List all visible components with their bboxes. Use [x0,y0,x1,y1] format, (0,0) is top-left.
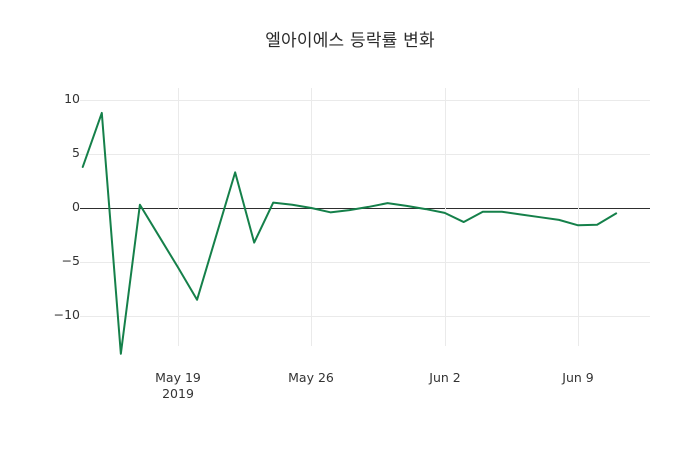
x-axis-tick-label: Jun 2 [385,370,505,386]
y-axis-tick-label: 5 [72,145,80,160]
y-axis-tick-label: −10 [53,307,80,322]
gridline-horizontal [80,100,650,101]
gridline-vertical [578,88,579,346]
gridline-vertical [445,88,446,346]
gridline-vertical [311,88,312,346]
x-axis-tick-label-year: 2019 [162,386,194,401]
x-axis-tick-label: May 26 [251,370,371,386]
y-axis-tick-label: 0 [72,199,80,214]
y-axis-tick-label: −5 [61,253,80,268]
gridline-horizontal [80,316,650,317]
x-axis-tick-label-main: Jun 2 [429,370,461,385]
chart-title: 엘아이에스 등락률 변화 [265,31,435,51]
plot-area: 10 5 0 −5 −10 [54,88,650,346]
x-axis-tick-label: May 19 2019 [118,370,238,402]
x-axis-tick-label-main: May 19 [155,370,201,385]
gridline-horizontal [80,154,650,155]
series-line-path [81,111,618,355]
gridline-vertical [178,88,179,346]
gridline-horizontal [80,262,650,263]
x-axis-tick-label-main: May 26 [288,370,334,385]
x-axis-tick-label: Jun 9 [518,370,638,386]
series-line-chart [81,111,618,355]
x-axis-tick-label-main: Jun 9 [562,370,594,385]
y-axis-tick-label: 10 [64,91,80,106]
